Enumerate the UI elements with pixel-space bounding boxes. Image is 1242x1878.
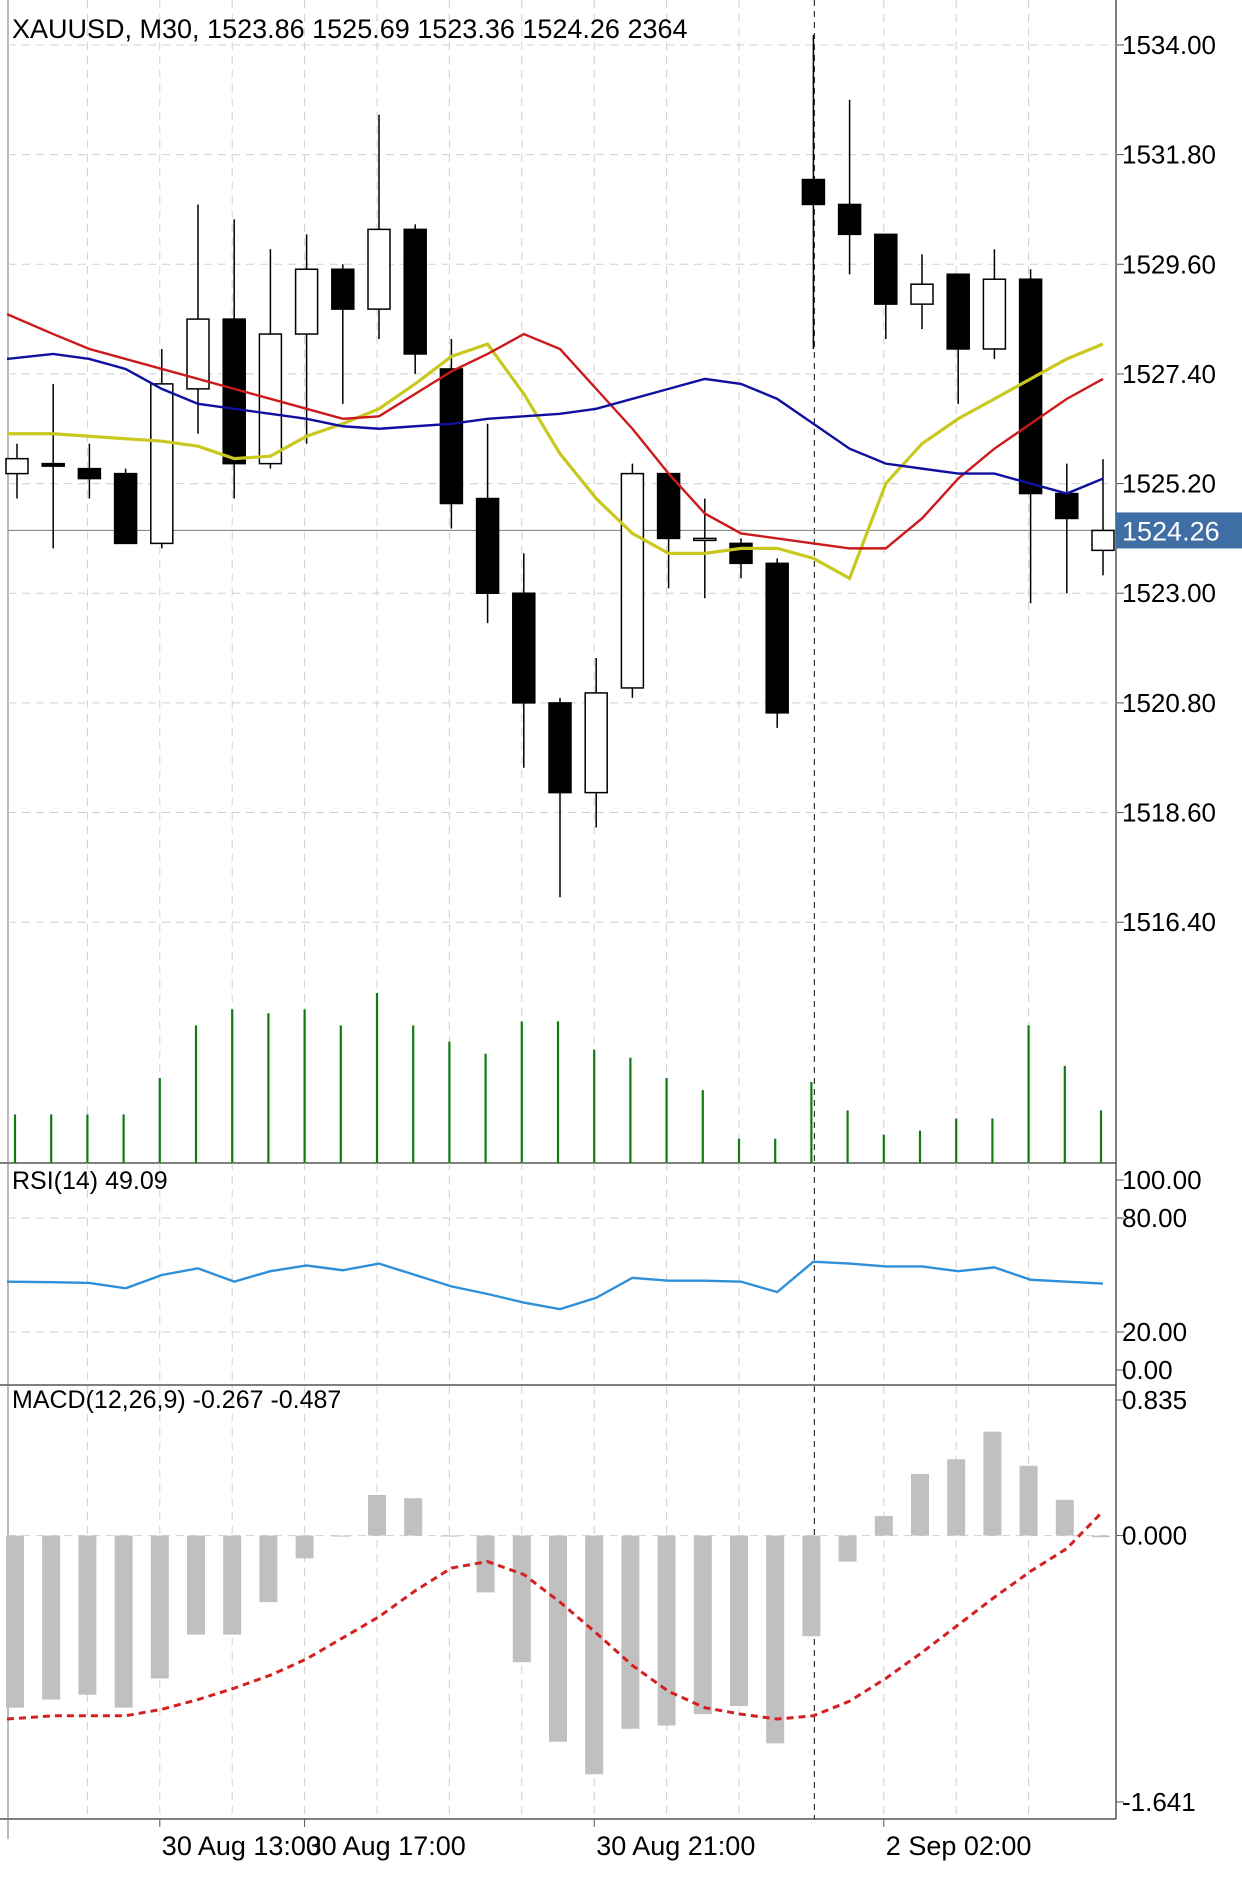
rsi-title: RSI(14) 49.09 — [12, 1167, 168, 1195]
macd-histogram-bar — [115, 1536, 133, 1708]
macd-histogram-bar — [911, 1474, 929, 1536]
candle-body — [513, 593, 535, 703]
candle-body — [151, 384, 173, 544]
macd-histogram-bar — [42, 1536, 60, 1700]
candle-body — [404, 229, 426, 354]
macd-histogram-bar — [368, 1495, 386, 1536]
rsi-tick-label: 0.00 — [1122, 1355, 1173, 1385]
macd-histogram-bar — [332, 1536, 350, 1537]
price-tick-label: 1529.60 — [1122, 249, 1216, 279]
macd-histogram-bar — [621, 1536, 639, 1729]
candle-body — [621, 474, 643, 688]
macd-histogram-bar — [802, 1536, 820, 1637]
candle-body — [78, 469, 100, 479]
candle-body — [368, 229, 390, 309]
candle — [404, 224, 426, 374]
time-tick-label: 30 Aug 13:00 — [162, 1831, 321, 1861]
current-price-tag: 1524.26 — [1116, 512, 1242, 548]
macd-histogram-bar — [187, 1536, 205, 1635]
macd-histogram-bar — [1092, 1536, 1110, 1538]
candle-body — [115, 474, 137, 544]
macd-histogram-bar — [658, 1536, 676, 1726]
candle-body — [296, 269, 318, 334]
candle-body — [1020, 279, 1042, 493]
macd-histogram-bar — [694, 1536, 712, 1715]
macd-histogram-bar — [259, 1536, 277, 1603]
current-price-label: 1524.26 — [1122, 516, 1220, 546]
macd-histogram-bar — [404, 1498, 422, 1535]
candle — [621, 464, 643, 698]
macd-tick-label: 0.835 — [1122, 1385, 1187, 1415]
candle-body — [585, 693, 607, 793]
candle-body — [911, 284, 933, 304]
macd-tick-label: -1.641 — [1122, 1787, 1196, 1817]
candle-body — [332, 269, 354, 309]
macd-histogram-bar — [296, 1536, 314, 1559]
macd-histogram-bar — [440, 1536, 458, 1537]
candle-body — [730, 543, 752, 563]
time-tick-label: 30 Aug 17:00 — [307, 1831, 466, 1861]
rsi-tick-label: 100.00 — [1122, 1165, 1202, 1195]
time-tick-label: 2 Sep 02:00 — [886, 1831, 1032, 1861]
candle-body — [6, 459, 28, 474]
candle-body — [477, 499, 499, 594]
macd-histogram-bar — [730, 1536, 748, 1706]
macd-histogram-bar — [585, 1536, 603, 1775]
macd-histogram-bar — [6, 1536, 24, 1708]
candle-body — [42, 464, 64, 466]
candle-body — [947, 274, 969, 349]
candle — [115, 469, 137, 544]
time-tick-label: 30 Aug 21:00 — [596, 1831, 755, 1861]
price-tick-label: 1531.80 — [1122, 140, 1216, 170]
macd-histogram-bar — [839, 1536, 857, 1562]
price-tick-label: 1527.40 — [1122, 359, 1216, 389]
price-tick-label: 1520.80 — [1122, 688, 1216, 718]
rsi-tick-label: 80.00 — [1122, 1203, 1187, 1233]
candle-body — [694, 538, 716, 540]
candle-body — [875, 234, 897, 304]
candle-body — [983, 279, 1005, 349]
price-tick-label: 1523.00 — [1122, 578, 1216, 608]
candle-body — [839, 204, 861, 234]
candle — [766, 558, 788, 727]
candle-body — [802, 180, 824, 205]
macd-histogram-bar — [1056, 1500, 1074, 1536]
candle-body — [766, 563, 788, 713]
macd-tick-label: 0.000 — [1122, 1521, 1187, 1551]
macd-histogram-bar — [766, 1536, 784, 1744]
macd-title: MACD(12,26,9) -0.267 -0.487 — [12, 1386, 341, 1414]
symbol-header: XAUUSD, M30, 1523.86 1525.69 1523.36 152… — [12, 14, 688, 44]
candle-body — [440, 369, 462, 504]
price-tick-label: 1518.60 — [1122, 798, 1216, 828]
macd-histogram-bar — [151, 1536, 169, 1679]
macd-histogram-bar — [1020, 1466, 1038, 1536]
macd-histogram-bar — [983, 1432, 1001, 1536]
price-tick-label: 1525.20 — [1122, 469, 1216, 499]
macd-histogram-bar — [875, 1516, 893, 1535]
macd-histogram-bar — [513, 1536, 531, 1663]
price-tick-label: 1516.40 — [1122, 907, 1216, 937]
candle-body — [1092, 530, 1114, 550]
macd-histogram-bar — [78, 1536, 96, 1695]
rsi-tick-label: 20.00 — [1122, 1317, 1187, 1347]
macd-histogram-bar — [223, 1536, 241, 1635]
macd-histogram-bar — [947, 1459, 965, 1535]
candle-body — [549, 703, 571, 793]
price-tick-label: 1534.00 — [1122, 30, 1216, 60]
candle-body — [1056, 494, 1078, 519]
macd-histogram-bar — [549, 1536, 567, 1742]
